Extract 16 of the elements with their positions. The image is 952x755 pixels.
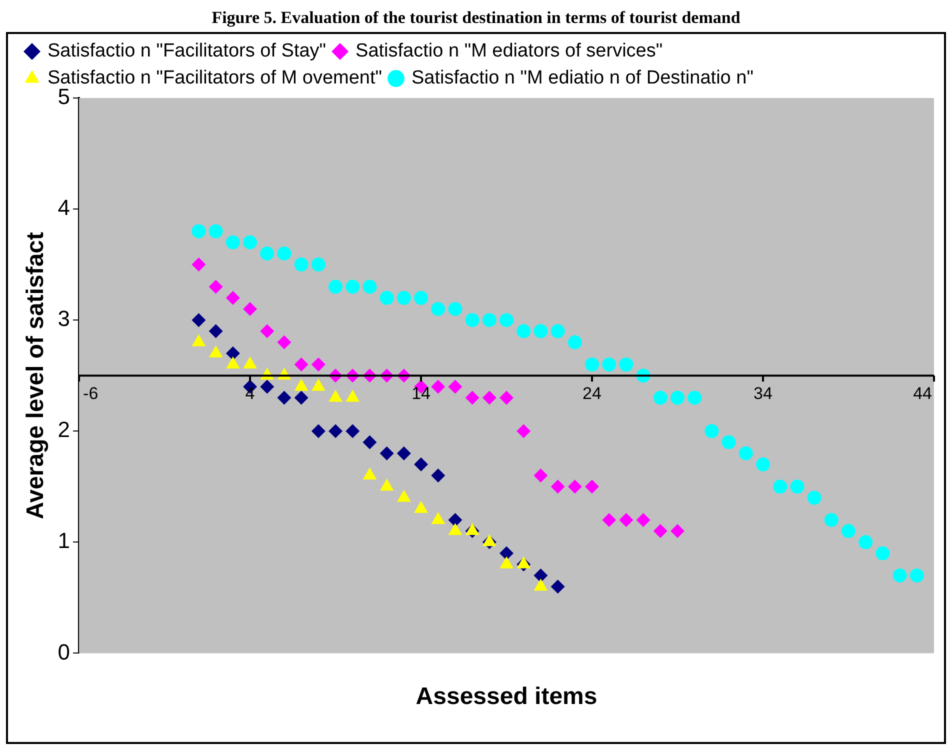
- x-tick-label: 24: [582, 384, 602, 403]
- legend-label: Satisfactio n "M ediatio n of Destinatio n": [412, 68, 754, 89]
- x-axis-title: Assessed items: [416, 683, 598, 710]
- x-tick-label: 34: [754, 384, 772, 403]
- y-tick-label: 4: [58, 195, 70, 220]
- legend-label: Satisfactio n "Facilitators of Stay": [48, 40, 326, 62]
- x-tick-label: 44: [913, 384, 932, 403]
- y-tick-label: 3: [58, 306, 70, 332]
- chart-title: Figure 5. Evaluation of the tourist destination in terms of tourist demand: [210, 8, 742, 28]
- legend-label: Satisfactio n "M ediators of services": [356, 40, 663, 62]
- y-tick-label: 1: [58, 528, 70, 554]
- y-tick-label: 0: [58, 639, 70, 664]
- x-tick-label: -6: [83, 384, 98, 403]
- y-tick-label: 2: [58, 417, 70, 442]
- y-axis-title: Average level of satisfact: [22, 232, 50, 520]
- x-tick-label: 14: [412, 384, 430, 403]
